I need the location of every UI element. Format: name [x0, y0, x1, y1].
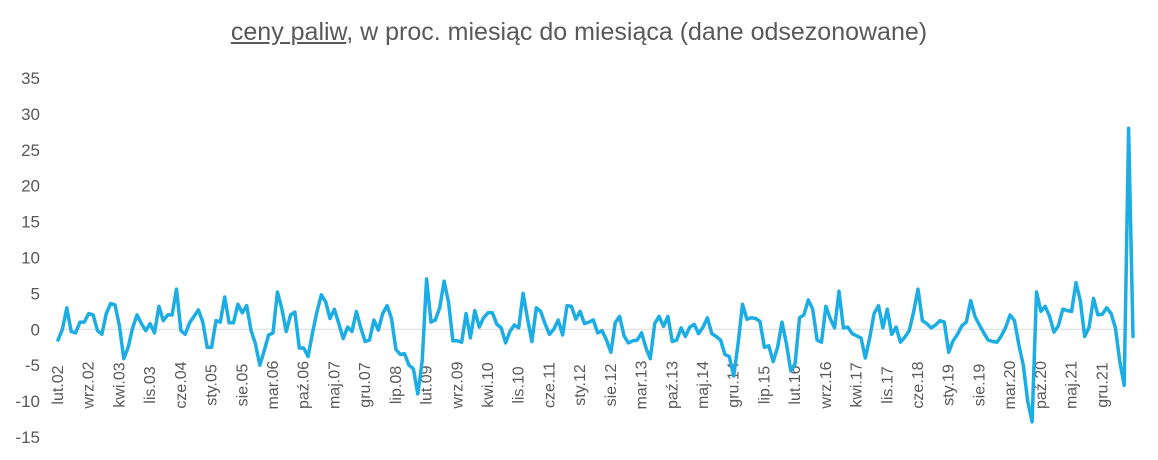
x-tick-label: gru.21 [1094, 362, 1111, 407]
x-tick-label: maj.14 [695, 361, 712, 409]
x-tick-label: lut.09 [419, 365, 436, 404]
x-tick-label: lip.08 [388, 366, 405, 404]
x-tick-label: lis.17 [879, 366, 896, 403]
x-tick-label: sty.05 [204, 364, 221, 406]
x-tick-label: sie.05 [234, 364, 251, 407]
y-tick-label: -5 [25, 356, 40, 375]
x-tick-label: cze.04 [173, 361, 190, 408]
y-tick-label: 0 [31, 320, 40, 339]
x-tick-label: lis.03 [142, 366, 159, 403]
y-tick-label: 30 [21, 105, 40, 124]
x-tick-label: maj.07 [326, 361, 343, 409]
y-tick-label: 35 [21, 69, 40, 88]
x-tick-label: gru.14 [726, 362, 743, 407]
y-axis-ticks: 35 30 25 20 15 10 5 0 -5 -10 -15 [15, 69, 40, 447]
y-tick-label: -10 [15, 392, 40, 411]
x-tick-label: maj.21 [1064, 361, 1081, 409]
x-tick-label: paź.20 [1033, 361, 1050, 409]
x-tick-label: lip.15 [756, 366, 773, 404]
chart-title: ceny paliw, w proc. miesiąc do miesiąca … [0, 18, 1158, 47]
x-tick-label: kwi.10 [480, 362, 497, 407]
x-tick-label: kwi.17 [849, 362, 866, 407]
x-tick-label: cze.11 [541, 362, 558, 408]
x-tick-label: lut.16 [787, 365, 804, 404]
y-tick-label: 20 [21, 177, 40, 196]
x-tick-label: sty.19 [941, 364, 958, 406]
y-tick-label: 25 [21, 141, 40, 160]
x-tick-label: sie.12 [603, 364, 620, 407]
y-tick-label: 15 [21, 213, 40, 232]
x-tick-label: wrz.16 [818, 361, 835, 409]
x-tick-label: paź.06 [296, 361, 313, 409]
x-tick-label: wrz.09 [449, 361, 466, 409]
x-tick-label: sie.19 [971, 364, 988, 407]
x-axis-ticks: lut.02 wrz.02 kwi.03 lis.03 cze.04 sty.05 sie.… [50, 360, 1111, 409]
x-tick-label: mar.13 [634, 360, 651, 409]
chart-title-rest: , w proc. miesiąc do miesiąca (dane odse… [346, 18, 928, 46]
x-tick-label: lut.02 [50, 365, 67, 404]
y-tick-label: 10 [21, 249, 40, 268]
x-tick-label: cze.18 [910, 361, 927, 408]
x-tick-label: mar.06 [265, 360, 282, 409]
x-tick-label: lis.10 [511, 366, 528, 403]
y-tick-label: -15 [15, 428, 40, 447]
series-line [56, 126, 1135, 424]
series-group [56, 126, 1135, 424]
x-tick-label: sty.12 [572, 364, 589, 406]
x-tick-label: wrz.02 [81, 361, 98, 409]
x-tick-label: kwi.03 [111, 362, 128, 407]
chart-title-underlined: ceny paliw [230, 18, 347, 46]
x-tick-label: gru.07 [357, 362, 374, 407]
x-tick-label: mar.20 [1002, 360, 1019, 409]
y-tick-label: 5 [31, 284, 40, 303]
x-tick-label: paź.13 [664, 361, 681, 409]
